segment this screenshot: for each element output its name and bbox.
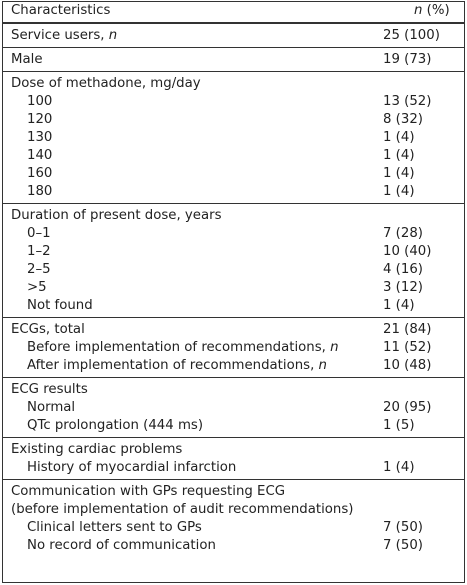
section-title: ECG results <box>11 382 88 397</box>
section-title: Dose of methadone, mg/day <box>11 76 201 91</box>
table-row: Clinical letters sent to GPs 7 (50) <box>3 519 464 537</box>
table-section: Existing cardiac problems History of myoc… <box>3 437 464 479</box>
row-label: 1–2 <box>27 244 51 259</box>
section-title: ECGs, total <box>11 322 85 337</box>
row-label: Not found <box>27 298 93 313</box>
row-label: Service users, n <box>11 28 118 43</box>
row-value: 7 (28) <box>383 226 423 241</box>
table-row: 2–5 4 (16) <box>3 261 464 279</box>
row-label: After implementation of recommendations,… <box>27 358 327 373</box>
row-value: 10 (40) <box>383 244 432 259</box>
row-value: 1 (4) <box>383 184 415 199</box>
row-label: QTc prolongation (444 ms) <box>27 418 204 433</box>
row-value: 25 (100) <box>383 28 440 43</box>
table-row: 100 13 (52) <box>3 93 464 111</box>
section-title-row: Communication with GPs requesting ECG <box>3 483 464 501</box>
row-value: 7 (50) <box>383 538 423 553</box>
row-label: Male <box>11 52 43 67</box>
section-title-row: (before implementation of audit recommen… <box>3 501 464 519</box>
row-label: 130 <box>27 130 53 145</box>
table-section: Male 19 (73) <box>3 47 464 71</box>
table-row: QTc prolongation (444 ms) 1 (5) <box>3 417 464 435</box>
table-row: 130 1 (4) <box>3 129 464 147</box>
table-section: ECGs, total 21 (84) Before implementation … <box>3 317 464 377</box>
table-row: 0–1 7 (28) <box>3 225 464 243</box>
table-section: ECG results Normal 20 (95) QTc prolongation… <box>3 377 464 437</box>
table-row: Not found 1 (4) <box>3 297 464 315</box>
table-row: History of myocardial infarction 1 (4) <box>3 459 464 477</box>
row-label: 100 <box>27 94 53 109</box>
row-value: 8 (32) <box>383 112 423 127</box>
header-label: Characteristics <box>11 3 111 18</box>
row-label: 0–1 <box>27 226 51 241</box>
table-section: Communication with GPs requesting ECG (be… <box>3 479 464 557</box>
section-title-row: Dose of methadone, mg/day <box>3 75 464 93</box>
table-section: Dose of methadone, mg/day 100 13 (52) 120 8 … <box>3 71 464 203</box>
row-label: No record of communication <box>27 538 216 553</box>
table-row: >5 3 (12) <box>3 279 464 297</box>
section-title: Existing cardiac problems <box>11 442 183 457</box>
section-title-continued: (before implementation of audit recommen… <box>11 502 354 517</box>
table-header: Characteristics n (%) <box>3 2 464 22</box>
table-row: 180 1 (4) <box>3 183 464 201</box>
row-label: 180 <box>27 184 53 199</box>
row-value: 1 (4) <box>383 298 415 313</box>
section-title-row: Duration of present dose, years <box>3 207 464 225</box>
table-row: Male 19 (73) <box>3 51 464 69</box>
row-value: 10 (48) <box>383 358 432 373</box>
table-section: Duration of present dose, years 0–1 7 (28)… <box>3 203 464 317</box>
table-row: 1–2 10 (40) <box>3 243 464 261</box>
section-title-row: ECG results <box>3 381 464 399</box>
table-row: Normal 20 (95) <box>3 399 464 417</box>
header-value: n (%) <box>414 3 450 18</box>
section-title: Duration of present dose, years <box>11 208 222 223</box>
table-row: After implementation of recommendations,… <box>3 357 464 375</box>
row-label: >5 <box>27 280 47 295</box>
table-row: No record of communication 7 (50) <box>3 537 464 555</box>
section-title-row: ECGs, total 21 (84) <box>3 321 464 339</box>
table-row: 140 1 (4) <box>3 147 464 165</box>
row-value: 1 (4) <box>383 148 415 163</box>
row-label: 160 <box>27 166 53 181</box>
section-title-value: 21 (84) <box>383 322 432 337</box>
row-label: 2–5 <box>27 262 51 277</box>
table-row: Service users, n 25 (100) <box>3 27 464 45</box>
row-label: Before implementation of recommendations… <box>27 340 339 355</box>
table-section: Service users, n 25 (100) <box>3 22 464 47</box>
row-value: 3 (12) <box>383 280 423 295</box>
row-value: 1 (5) <box>383 418 415 433</box>
section-title-row: Existing cardiac problems <box>3 441 464 459</box>
row-value: 1 (4) <box>383 166 415 181</box>
row-value: 4 (16) <box>383 262 423 277</box>
section-title: Communication with GPs requesting ECG <box>11 484 286 499</box>
row-label: 120 <box>27 112 53 127</box>
table-row: 120 8 (32) <box>3 111 464 129</box>
row-value: 11 (52) <box>383 340 432 355</box>
row-value: 7 (50) <box>383 520 423 535</box>
row-value: 13 (52) <box>383 94 432 109</box>
row-label: Clinical letters sent to GPs <box>27 520 202 535</box>
table-row: Before implementation of recommendations… <box>3 339 464 357</box>
row-label: Normal <box>27 400 76 415</box>
row-label: History of myocardial infarction <box>27 460 237 475</box>
row-value: 1 (4) <box>383 130 415 145</box>
row-value: 1 (4) <box>383 460 415 475</box>
row-value: 20 (95) <box>383 400 432 415</box>
row-label: 140 <box>27 148 53 163</box>
table-row: 160 1 (4) <box>3 165 464 183</box>
row-value: 19 (73) <box>383 52 432 67</box>
